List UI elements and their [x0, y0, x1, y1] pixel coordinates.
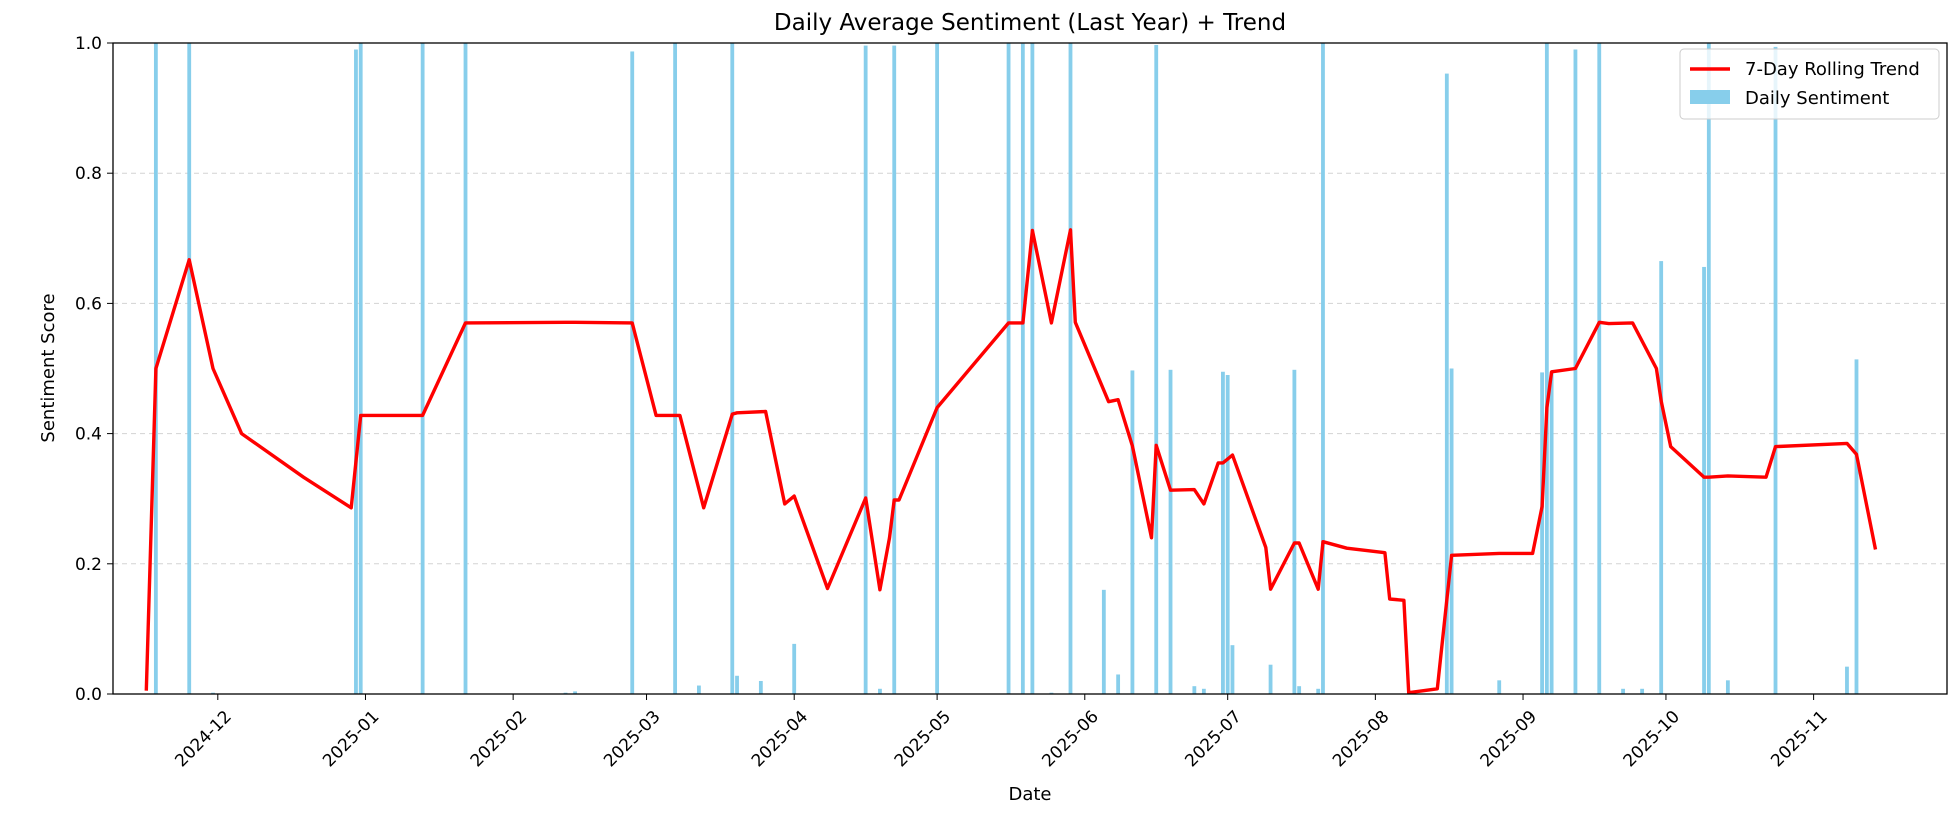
sentiment-bar	[697, 685, 701, 694]
sentiment-bar	[1621, 688, 1625, 694]
sentiment-bar	[563, 692, 568, 694]
sentiment-bar	[1573, 49, 1578, 694]
sentiment-bar	[1030, 43, 1035, 694]
sentiment-bar	[1702, 266, 1706, 694]
sentiment-bar	[935, 43, 940, 694]
sentiment-bar	[1544, 43, 1549, 694]
sentiment-bar	[1225, 375, 1230, 694]
legend-bar-swatch	[1690, 90, 1730, 104]
sentiment-bar	[1221, 371, 1225, 694]
sentiment-bar	[211, 692, 215, 694]
sentiment-bar	[1154, 44, 1159, 694]
sentiment-bar	[1020, 43, 1025, 694]
y-tick-label: 0.6	[75, 294, 102, 314]
trend-line	[144, 228, 1878, 695]
sentiment-bar	[1168, 369, 1173, 694]
legend-box	[1679, 48, 1940, 120]
sentiment-bar	[892, 45, 897, 694]
sentiment-bar	[1049, 692, 1054, 694]
sentiment-bar	[1230, 645, 1235, 694]
sentiment-bar	[1292, 369, 1297, 694]
sentiment-bar	[1659, 261, 1664, 694]
y-tick-label: 0.4	[75, 425, 102, 445]
sentiment-bar	[1101, 589, 1106, 694]
sentiment-bar	[1449, 368, 1454, 694]
legend: 7-Day Rolling Trend Daily Sentiment	[1679, 48, 1940, 120]
sentiment-bar	[1854, 359, 1859, 694]
sentiment-bar	[1316, 688, 1321, 694]
sentiment-bar	[358, 43, 363, 694]
sentiment-bar	[1444, 73, 1449, 695]
x-axis-label: Date	[1008, 784, 1051, 805]
sentiment-bar	[735, 675, 739, 694]
sentiment-bar	[1549, 371, 1554, 694]
sentiment-bar	[1068, 43, 1073, 694]
plot-frame	[112, 42, 1948, 695]
sentiment-bar	[1497, 680, 1502, 694]
legend-trend-label: 7-Day Rolling Trend	[1745, 59, 1920, 80]
sentiment-bar	[1540, 372, 1544, 694]
y-tick-label: 0.8	[75, 164, 102, 184]
y-axis-label: Sentiment Score	[38, 293, 59, 442]
sentiment-bar	[730, 43, 735, 694]
sentiment-bar	[1321, 43, 1325, 694]
sentiment-bar	[1297, 686, 1302, 694]
chart-title: Daily Average Sentiment (Last Year) + Tr…	[774, 10, 1286, 36]
sentiment-bar	[1725, 680, 1730, 694]
sentiment-bar	[463, 43, 468, 694]
y-axis: 0.0 0.2 0.4 0.6 0.8 1.0	[75, 34, 113, 705]
sentiment-bar	[1268, 664, 1273, 694]
sentiment-bar	[420, 43, 425, 694]
sentiment-bar	[863, 45, 868, 694]
y-tick-label: 1.0	[75, 34, 102, 54]
sentiment-bar	[758, 680, 763, 694]
sentiment-bar	[673, 43, 678, 694]
sentiment-bar	[630, 51, 635, 694]
sentiment-bar	[792, 643, 797, 694]
sentiment-bar	[1006, 43, 1011, 694]
sentiment-bar	[1130, 370, 1135, 694]
legend-bar-label: Daily Sentiment	[1745, 88, 1889, 109]
sentiment-bar	[1597, 43, 1602, 694]
sentiment-bar	[1116, 674, 1121, 694]
sentiment-bar	[878, 688, 882, 694]
sentiment-bar	[1192, 686, 1197, 694]
sentiment-bar	[187, 43, 192, 694]
trend-layer	[144, 228, 1878, 695]
sentiment-bar	[1773, 46, 1778, 694]
sentiment-bar	[1640, 688, 1645, 694]
y-tick-label: 0.0	[75, 685, 102, 705]
sentiment-bar	[354, 49, 358, 694]
sentiment-bar	[1201, 688, 1206, 694]
sentiment-bar	[1706, 43, 1711, 694]
sentiment-bar	[573, 691, 577, 694]
sentiment-bar	[1845, 666, 1849, 694]
y-tick-label: 0.2	[75, 555, 102, 575]
bars-layer	[153, 43, 1859, 695]
